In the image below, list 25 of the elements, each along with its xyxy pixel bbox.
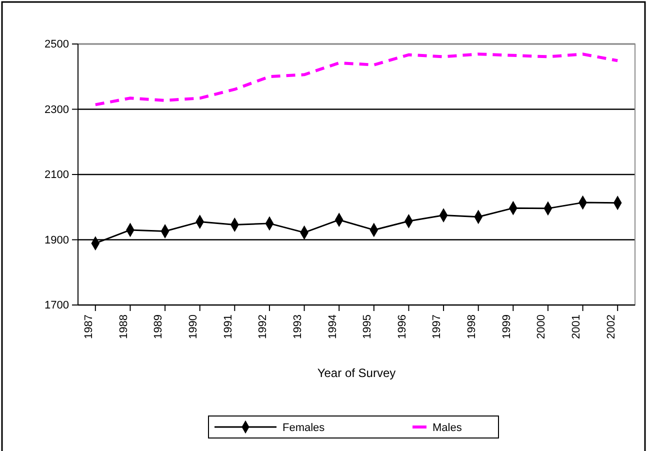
x-tick-label: 1996: [396, 314, 408, 339]
y-tick-label: 1700: [44, 300, 69, 312]
x-tick-label: 2001: [570, 314, 582, 339]
y-tick-label: 2100: [44, 169, 69, 182]
x-tick-label: 2000: [536, 314, 548, 339]
x-tick-label: 1990: [188, 314, 200, 339]
x-tick-label: 1993: [292, 314, 304, 339]
legend-label: Males: [432, 422, 462, 434]
x-tick-label: 1998: [466, 314, 478, 339]
x-tick-label: 1999: [500, 314, 513, 339]
y-tick-label: 2300: [44, 104, 69, 116]
line-series: [94, 52, 620, 106]
x-axis-title: Year of Survey: [317, 366, 396, 380]
text: Females: [282, 422, 326, 434]
x-tick-label: 1995: [362, 314, 374, 339]
x-tick-label: 1997: [431, 314, 444, 339]
x-tick-label: 1988: [118, 314, 130, 339]
x-tick-label: 1992: [257, 314, 270, 339]
y-tick-label: 2500: [44, 38, 69, 51]
x-tick-label: 1994: [326, 314, 339, 339]
y-tick-label: 1900: [44, 234, 69, 246]
x-tick-label: 2002: [605, 314, 618, 339]
x-tick-label: 1989: [152, 314, 165, 339]
x-tick-label: 1987: [83, 314, 96, 339]
x-tick-label: 1991: [222, 314, 234, 339]
